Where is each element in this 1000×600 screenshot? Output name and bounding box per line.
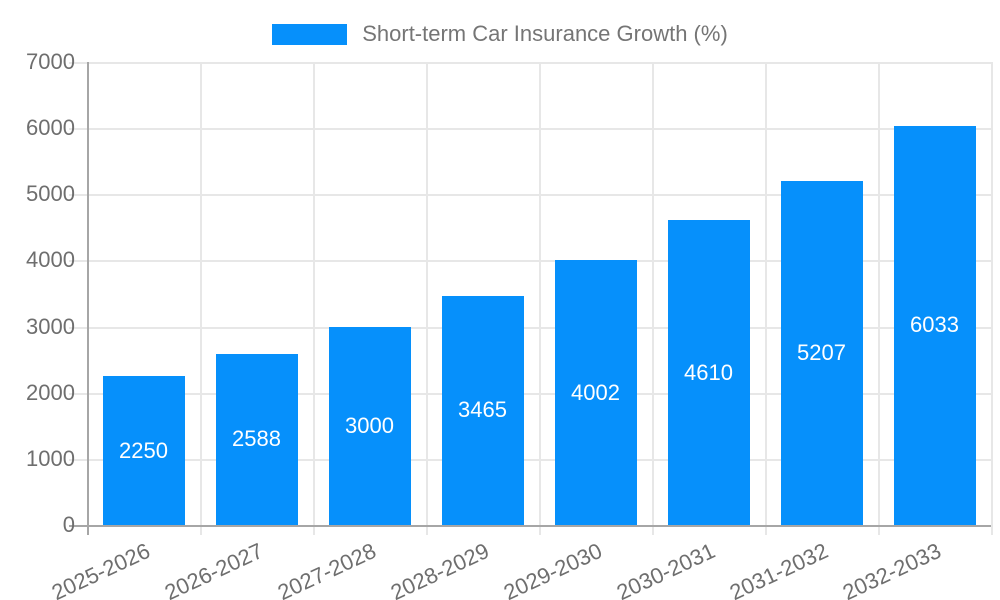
x-tick-label: 2025-2026 [48, 538, 155, 600]
y-tick-label: 0 [62, 512, 75, 537]
x-tick-label: 2030-2031 [613, 538, 720, 600]
y-tick-label: 2000 [26, 379, 75, 405]
gridline-vertical [200, 62, 202, 535]
bar-value-label: 5207 [797, 339, 846, 365]
bar: 6033 [893, 125, 976, 525]
gridline-horizontal [69, 326, 991, 329]
bar-value-label: 4002 [571, 379, 620, 405]
bar-value-label: 2250 [119, 437, 168, 463]
x-tick-label: 2032-2033 [839, 538, 946, 600]
y-axis-line [87, 62, 89, 535]
gridline-horizontal [69, 392, 991, 395]
legend-swatch-icon [272, 23, 348, 45]
gridline-horizontal [69, 62, 991, 64]
y-tick-label: 3000 [26, 313, 75, 339]
x-tick-label: 2026-2027 [161, 538, 268, 600]
gridline-horizontal [69, 128, 991, 131]
gridline-vertical [765, 62, 767, 535]
bar-value-label: 4610 [684, 359, 733, 385]
plot-area: 0 1000 2000 3000 4000 5000 6000 7000 2250 2588 300… [26, 49, 993, 600]
gridline-vertical [652, 62, 654, 535]
x-tick-label: 2028-2029 [387, 538, 494, 600]
x-axis-line [69, 525, 991, 527]
gridline-vertical [539, 62, 541, 535]
bar: 3000 [328, 326, 411, 525]
bar: 4002 [554, 260, 637, 525]
gridline-vertical [878, 62, 880, 535]
x-tick-label: 2031-2032 [726, 538, 833, 600]
x-tick-label: 2029-2030 [500, 538, 607, 600]
bar: 2588 [215, 353, 298, 525]
bar: 5207 [780, 180, 863, 525]
bar-value-label: 3465 [458, 397, 507, 423]
bar-value-label: 3000 [345, 412, 394, 438]
legend: Short-term Car Insurance Growth (%) [0, 19, 1000, 49]
gridline-vertical [426, 62, 428, 535]
bar: 3465 [441, 295, 524, 525]
legend-label: Short-term Car Insurance Growth (%) [362, 21, 728, 46]
y-tick-label: 1000 [26, 445, 75, 471]
bar: 2250 [102, 376, 185, 525]
y-tick-label: 6000 [26, 115, 75, 141]
y-tick-label: 5000 [26, 181, 75, 207]
x-tick-label: 2027-2028 [274, 538, 381, 600]
gridline-horizontal [69, 260, 991, 263]
gridline-horizontal [69, 458, 991, 461]
y-tick-label: 7000 [26, 49, 75, 74]
bar: 4610 [667, 220, 750, 525]
gridline-horizontal [69, 194, 991, 197]
bar-value-label: 6033 [910, 312, 959, 338]
y-tick-label: 4000 [26, 247, 75, 273]
legend-item[interactable]: Short-term Car Insurance Growth (%) [272, 21, 728, 47]
bar-value-label: 2588 [232, 426, 281, 452]
gridline-vertical [313, 62, 315, 535]
gridline-vertical [991, 62, 993, 535]
